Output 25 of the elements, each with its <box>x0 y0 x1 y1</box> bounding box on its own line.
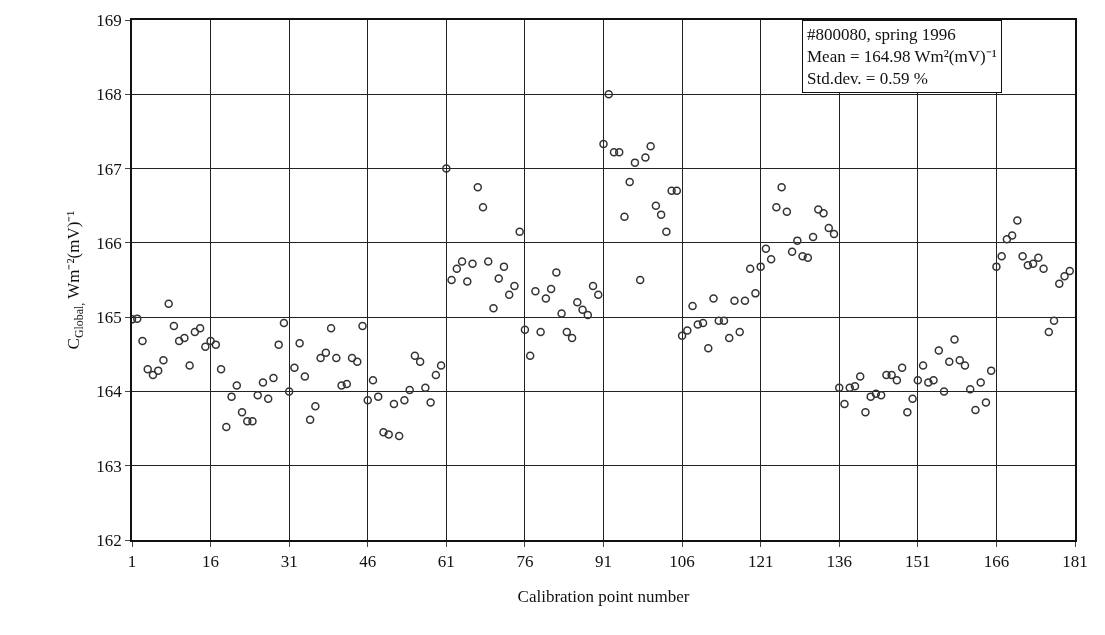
x-axis-title: Calibration point number <box>517 587 690 607</box>
x-tick-label: 16 <box>202 552 220 572</box>
y-tick-label: 162 <box>96 530 122 550</box>
x-tick-label: 121 <box>747 552 774 572</box>
x-tick-label: 46 <box>359 552 377 572</box>
x-tick-label: 166 <box>983 552 1010 572</box>
x-tick-label: 1 <box>127 552 137 572</box>
x-tick-label: 31 <box>280 552 298 572</box>
annotation: #800080, spring 1996 <box>807 25 956 44</box>
y-tick-label: 167 <box>96 159 123 179</box>
y-tick-label: 163 <box>96 456 122 476</box>
y-tick-label: 165 <box>96 308 122 328</box>
x-tick-label: 136 <box>826 552 852 572</box>
y-tick-label: 166 <box>96 233 122 253</box>
annotation: Mean = 164.98 Wm²(mV)⁻¹ <box>807 47 997 67</box>
x-tick-label: 151 <box>905 552 931 572</box>
x-tick-label: 76 <box>516 552 534 572</box>
x-tick-label: 106 <box>669 552 695 572</box>
y-tick-label: 164 <box>96 382 123 402</box>
y-tick-label: 168 <box>96 85 122 105</box>
x-tick-label: 91 <box>595 552 612 572</box>
x-tick-label: 61 <box>437 552 455 572</box>
annotation: Std.dev. = 0.59 % <box>807 69 928 89</box>
y-tick-label: 169 <box>96 10 122 30</box>
x-tick-label: 181 <box>1062 552 1088 572</box>
